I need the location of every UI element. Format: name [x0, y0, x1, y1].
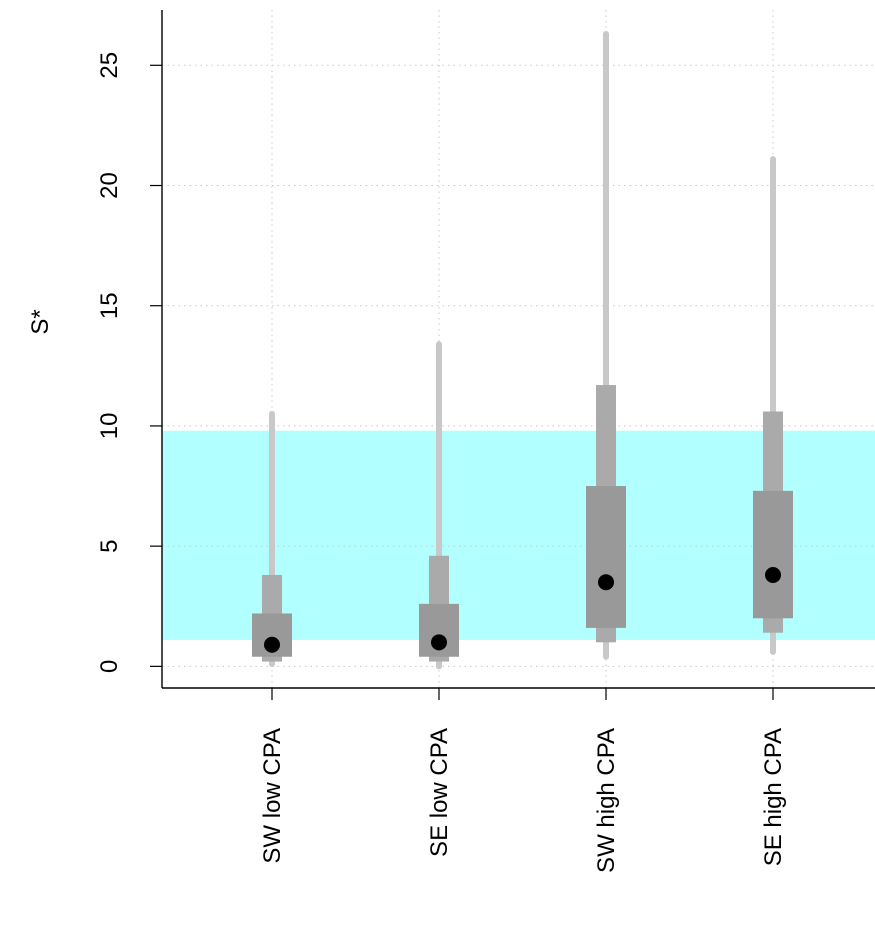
inner-interval: [586, 486, 626, 628]
median-point: [598, 574, 614, 591]
median-point: [264, 636, 280, 653]
median-point: [431, 634, 447, 651]
y-tick-label: 5: [96, 539, 123, 552]
y-axis-title: S*: [27, 309, 54, 334]
y-tick-label: 20: [96, 172, 123, 199]
x-tick-label: SW low CPA: [259, 728, 286, 864]
x-tick-label: SW high CPA: [593, 728, 620, 873]
x-tick-label: SE high CPA: [760, 728, 787, 866]
y-tick-label: 15: [96, 292, 123, 319]
median-point: [765, 567, 781, 583]
y-tick-label: 10: [96, 413, 123, 440]
interval-2: [419, 341, 459, 670]
y-tick-label: 0: [96, 660, 123, 673]
x-tick-label: SE low CPA: [426, 728, 453, 857]
interval-3: [586, 31, 626, 660]
y-tick-label: 25: [96, 52, 123, 79]
interval-1: [252, 410, 292, 667]
inner-interval: [753, 490, 793, 619]
interval-4: [753, 156, 793, 655]
